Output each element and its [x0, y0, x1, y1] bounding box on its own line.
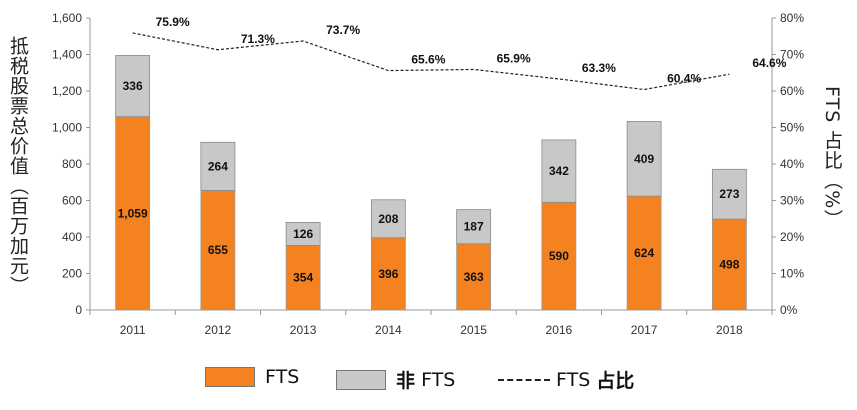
legend-label-ratio-suffix: 占比 [596, 370, 635, 392]
y-left-tick-label: 1,200 [52, 84, 82, 98]
x-tick-label: 2016 [546, 323, 573, 337]
x-tick-label: 2011 [120, 323, 146, 337]
bar-label-fts: 396 [378, 267, 398, 281]
y-right-tick-label: 0% [780, 303, 798, 317]
x-tick-label: 2017 [631, 323, 658, 337]
legend-swatch-fts [205, 367, 255, 387]
y-right-tick-label: 60% [780, 84, 804, 98]
bar-fts [541, 201, 577, 311]
legend-swatch-non-fts [336, 369, 386, 390]
ratio-label: 65.6% [411, 53, 445, 67]
bar-label-non-fts: 342 [549, 164, 569, 178]
bar-fts [285, 244, 321, 311]
legend-label-non-fts-prefix: 非 [396, 370, 416, 392]
y-left-tick-label: 400 [62, 230, 82, 244]
y-right-tick-label: 10% [780, 267, 804, 281]
ratio-label: 65.9% [497, 51, 531, 65]
x-tick-label: 2014 [375, 323, 402, 337]
bar-fts [200, 190, 236, 311]
y-right-tick-label: 50% [780, 121, 804, 135]
bar-non-fts [115, 55, 151, 118]
bar-non-fts [626, 121, 662, 197]
bar-label-non-fts: 409 [634, 152, 654, 166]
x-tick-label: 2018 [716, 323, 743, 337]
legend-label-non-fts-suffix: FTS [421, 368, 456, 391]
y-axis-right-title: FTS 占比（%） [821, 86, 843, 230]
bar-non-fts [370, 199, 406, 239]
y-left-tick-label: 1,000 [52, 121, 82, 135]
y-left-tick-label: 0 [75, 303, 82, 317]
bar-non-fts [711, 168, 747, 220]
bar-label-non-fts: 273 [719, 187, 739, 201]
legend-item-non-fts: 非 FTS [336, 366, 455, 393]
legend-item-fts-ratio: FTS 占比 [498, 366, 634, 393]
y-right-tick-label: 40% [780, 157, 804, 171]
ratio-label: 60.4% [667, 72, 701, 86]
bar-fts [456, 243, 492, 311]
ratio-label: 75.9% [156, 15, 190, 29]
bar-non-fts [456, 209, 492, 245]
y-left-tick-label: 800 [62, 157, 82, 171]
x-tick-label: 2015 [460, 323, 487, 337]
legend: FTS 非 FTS FTS 占比 [0, 366, 857, 394]
legend-dash-line [498, 378, 550, 381]
y-right-tick-label: 80% [780, 11, 804, 25]
bar-label-fts: 354 [293, 271, 313, 285]
bar-label-fts: 498 [719, 258, 739, 272]
legend-label-fts: FTS [265, 366, 300, 388]
bar-label-fts: 655 [208, 243, 228, 257]
bar-label-fts: 590 [549, 249, 569, 263]
y-axis-left-title: 抵税股票总价值（百万加元） [7, 36, 29, 296]
bar-fts [626, 195, 662, 311]
y-right-tick-label: 30% [780, 194, 804, 208]
ratio-label: 63.3% [582, 61, 616, 75]
ratio-label: 73.7% [326, 23, 360, 37]
bar-fts [115, 116, 151, 311]
y-right-tick-label: 20% [780, 230, 804, 244]
y-left-tick-label: 600 [62, 194, 82, 208]
legend-label-ratio-prefix: FTS [556, 368, 591, 391]
y-right-tick-label: 70% [780, 48, 804, 62]
bar-label-fts: 624 [634, 246, 654, 260]
bar-label-fts: 363 [464, 270, 484, 284]
y-left-tick-label: 1,600 [52, 11, 82, 25]
bar-label-fts: 1,059 [118, 206, 148, 220]
ratio-label: 71.3% [241, 32, 275, 46]
legend-item-fts: FTS [205, 366, 299, 388]
bar-label-non-fts: 336 [123, 79, 143, 93]
bar-label-non-fts: 208 [378, 212, 398, 226]
ratio-label: 64.6% [752, 56, 786, 70]
y-left-tick-label: 1,400 [52, 48, 82, 62]
bar-label-non-fts: 187 [464, 220, 484, 234]
bar-label-non-fts: 126 [293, 227, 313, 241]
bar-non-fts [200, 141, 236, 191]
y-left-tick-label: 200 [62, 267, 82, 281]
bar-non-fts [541, 139, 577, 203]
bar-label-non-fts: 264 [208, 159, 228, 173]
chart-canvas: 0 200 400 600 800 1,000 1,200 1,400 1,600 0% 10% 20… [52, 11, 804, 337]
x-tick-label: 2013 [290, 323, 317, 337]
x-tick-label: 2012 [205, 323, 232, 337]
bar-non-fts [285, 221, 321, 246]
series-line-fts-ratio [132, 32, 730, 91]
